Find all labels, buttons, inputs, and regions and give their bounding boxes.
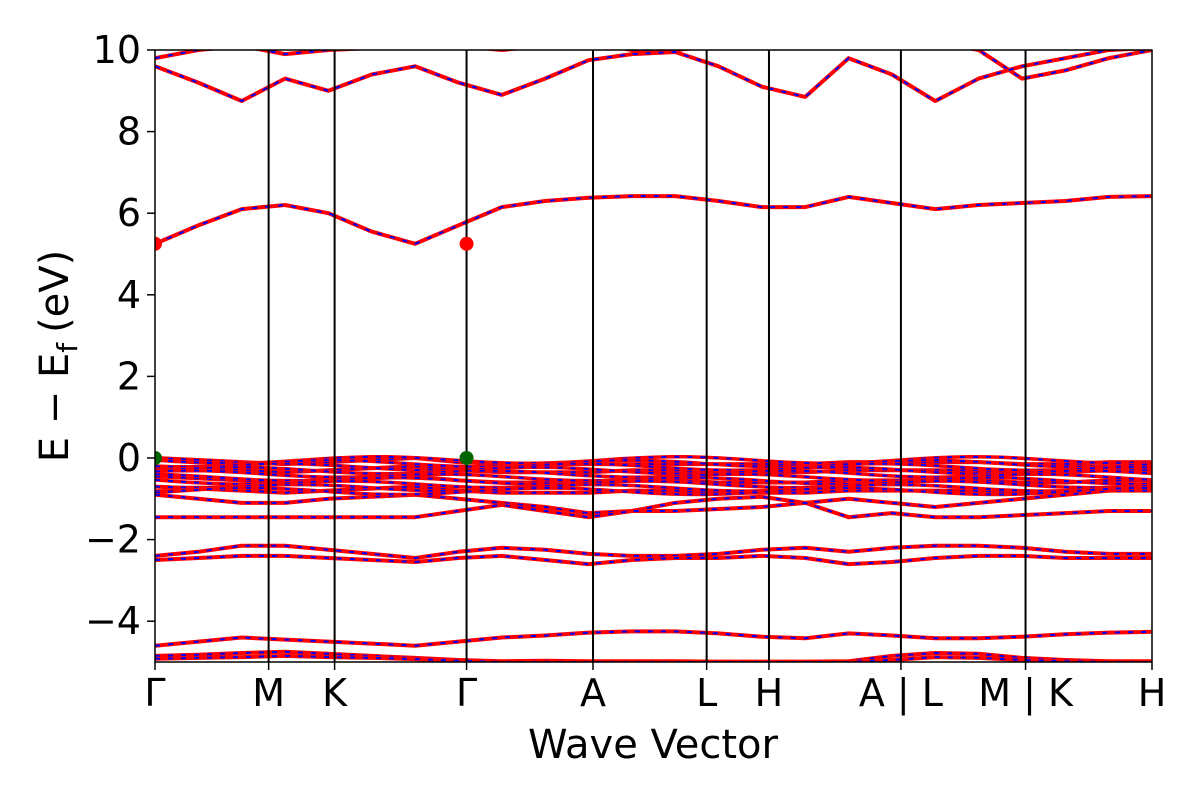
plot-frame bbox=[154, 49, 1153, 663]
x-tick-label: L bbox=[696, 671, 717, 715]
x-tick-label: A bbox=[580, 671, 606, 715]
y-axis-title: E − Ef (eV) bbox=[32, 250, 84, 463]
band-dash-9 bbox=[155, 544, 1152, 560]
y-tick-label: 4 bbox=[117, 273, 141, 317]
kpath-lines bbox=[267, 50, 1027, 662]
x-tick-label: H bbox=[755, 671, 784, 715]
valence-band-dense-3 bbox=[155, 465, 1152, 476]
y-axis-title-main: E − E bbox=[32, 353, 78, 463]
cbm-marker-3 bbox=[459, 236, 474, 251]
band-line-10 bbox=[155, 553, 1152, 567]
x-tick-label: K bbox=[322, 671, 348, 715]
band-dash-2 bbox=[155, 195, 1152, 245]
band-dash-8 bbox=[155, 501, 1152, 519]
band-line-11 bbox=[155, 629, 1152, 648]
y-axis-ticks: −4 −2 0 2 4 6 8 10 bbox=[85, 28, 155, 643]
band-line-13 bbox=[155, 653, 1152, 662]
band-dash-10 bbox=[155, 554, 1152, 566]
bands-layer bbox=[155, 50, 1152, 662]
x-tick-label: M | K bbox=[978, 671, 1074, 716]
y-tick-label: 8 bbox=[117, 110, 141, 154]
y-axis-title-subscript: f bbox=[51, 342, 84, 353]
x-axis-title: Wave Vector bbox=[528, 722, 779, 768]
cbm-marker-0 bbox=[155, 236, 162, 251]
valence-band-dense-9 bbox=[155, 486, 1152, 497]
band-dash-11 bbox=[155, 630, 1152, 647]
y-axis-title-units: (eV) bbox=[32, 250, 78, 333]
valence-band-dense-2 bbox=[155, 461, 1152, 472]
valence-band-dense-8 bbox=[155, 482, 1152, 493]
band-dash-1 bbox=[155, 50, 1131, 103]
x-tick-label: Γ bbox=[144, 671, 165, 715]
vbm-marker-0 bbox=[155, 451, 162, 465]
band-line-1 bbox=[155, 50, 1152, 103]
y-tick-label: 6 bbox=[117, 191, 141, 235]
x-tick-label: A | L bbox=[859, 671, 943, 716]
y-tick-label: 0 bbox=[117, 436, 141, 480]
x-tick-label: H bbox=[1138, 671, 1167, 715]
y-tick-label: 10 bbox=[93, 28, 141, 72]
y-tick-label: 2 bbox=[117, 354, 141, 398]
y-tick-label: −4 bbox=[85, 599, 141, 643]
vbm-marker-3 bbox=[459, 451, 474, 465]
valence-band-dense-1 bbox=[155, 458, 1152, 469]
x-tick-label: Γ bbox=[456, 671, 477, 715]
x-tick-label: M bbox=[252, 671, 285, 715]
valence-band-dense-7 bbox=[155, 479, 1152, 490]
band-dash-7 bbox=[155, 481, 1152, 515]
y-tick-label: −2 bbox=[85, 518, 141, 562]
extrema-markers bbox=[155, 236, 474, 465]
